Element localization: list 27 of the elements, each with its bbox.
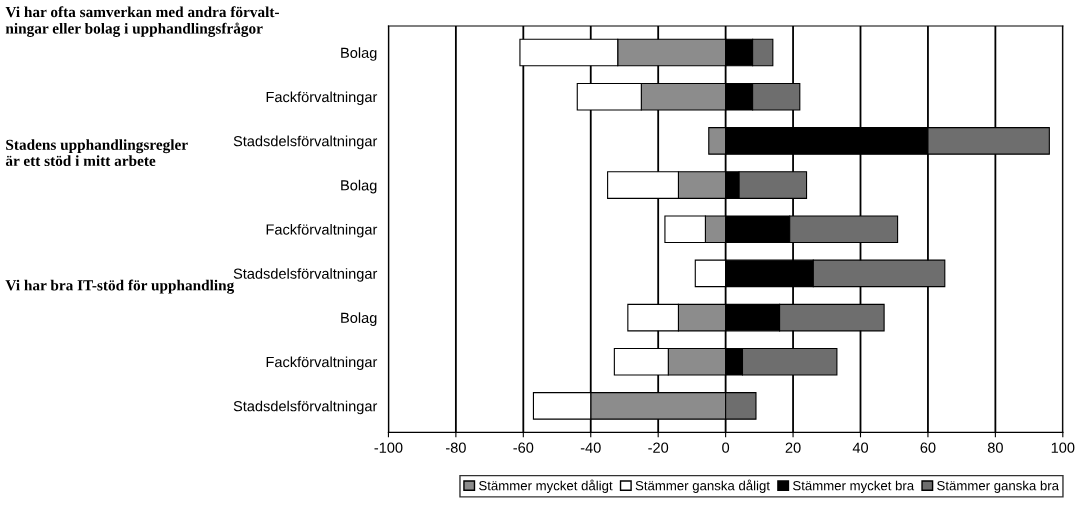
x-tick-label: -20	[648, 442, 669, 453]
x-tick-label: 0	[722, 442, 730, 453]
y-tick-label: Fackförvaltningar	[266, 356, 378, 371]
y-tick-label: Fackförvaltningar	[266, 223, 378, 238]
text: Vi har bra IT-stöd för upphandling	[5, 279, 235, 294]
y-tick-label: Bolag	[341, 312, 377, 326]
x-tick-label: 100	[1051, 442, 1075, 453]
text: Vi har ofta samverkan med andra förvalt- ningar eller bolag i upphandlingsfrågor	[5, 6, 279, 37]
x-tick-label: -100	[374, 442, 403, 453]
y-tick-label: Stadsdelsförvaltningar	[233, 268, 378, 282]
x-tick-label: -40	[580, 442, 601, 453]
y-tick-label: Bolag	[341, 47, 377, 61]
y-tick-label: Stadsdelsförvaltningar	[233, 400, 378, 415]
x-tick-label: 40	[852, 442, 869, 453]
y-tick-label: Stadsdelsförvaltningar	[233, 135, 378, 150]
legend-label: Stämmer ganska bra	[937, 480, 1060, 493]
legend-label: Stämmer ganska dåligt	[635, 479, 770, 493]
x-tick-label: 20	[785, 442, 801, 453]
legend-label: Stämmer mycket dåligt	[479, 479, 613, 493]
x-tick-label: -60	[513, 442, 534, 453]
text: Stadens upphandlingsregler är ett stöd i mitt arbete	[5, 139, 188, 167]
x-tick-label: -80	[445, 442, 466, 453]
x-tick-label: 80	[987, 442, 1003, 453]
legend-label: Stämmer mycket bra	[793, 480, 915, 493]
y-tick-label: Bolag	[341, 179, 377, 194]
x-tick-label: 60	[920, 442, 936, 453]
y-tick-label: Fackförvaltningar	[266, 91, 378, 106]
